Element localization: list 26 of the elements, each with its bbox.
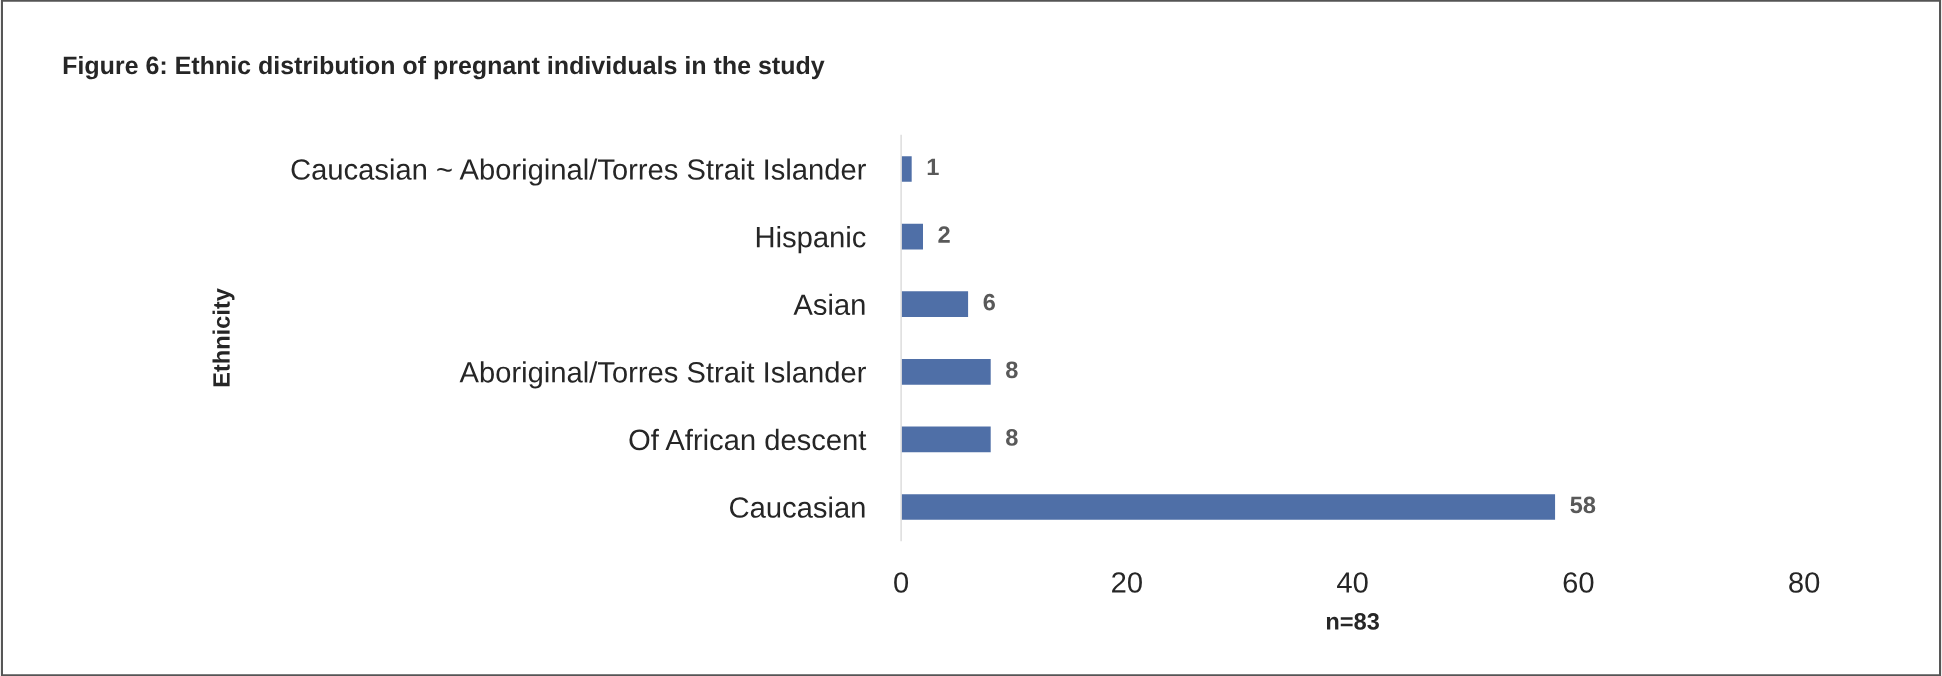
data-label: 1 (927, 158, 939, 176)
data-label: 2 (938, 226, 950, 243)
x-tick-label: 60 (1563, 572, 1594, 593)
bar (901, 154, 914, 184)
y-tick-label: Asian (793, 293, 865, 316)
x-tick-label: 40 (1337, 572, 1368, 593)
x-axis-title: n=83 (1326, 613, 1379, 630)
bar (901, 357, 993, 387)
data-label: 6 (983, 293, 995, 311)
bar (901, 492, 1557, 522)
y-tick-label: Caucasian ~ Aboriginal/Torres Strait Islander (291, 158, 866, 186)
data-label: 58 (1570, 496, 1596, 514)
x-tick-label: 0 (894, 572, 909, 593)
data-label: 8 (1006, 429, 1018, 446)
y-tick-label: Caucasian (730, 496, 865, 518)
x-tick-label: 20 (1112, 572, 1142, 593)
y-tick-label: Hispanic (756, 226, 866, 254)
bar (901, 222, 925, 251)
y-tick-label: Aboriginal/Torres Strait Islander (459, 361, 866, 389)
x-tick-label: 80 (1789, 572, 1820, 593)
text: Figure 6: Ethnic distribution of pregnant individuals in the study (63, 55, 825, 80)
y-axis-title: Ethnicity (212, 288, 235, 387)
bar (901, 289, 970, 319)
y-tick-label: Of African descent (629, 428, 867, 451)
data-label: 8 (1006, 361, 1018, 379)
bar (901, 425, 993, 454)
